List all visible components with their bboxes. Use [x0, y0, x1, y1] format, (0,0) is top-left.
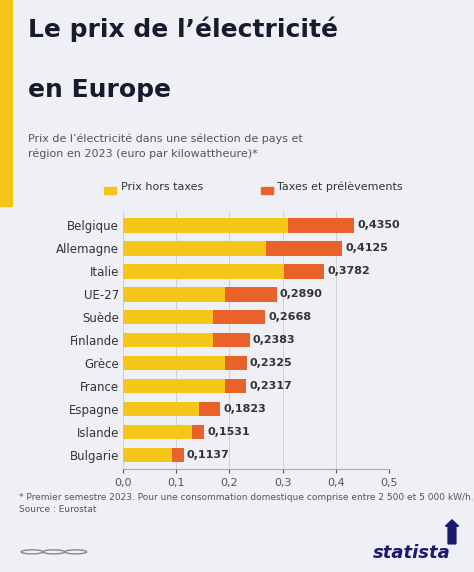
- Text: Le prix de l’électricité: Le prix de l’électricité: [28, 17, 338, 42]
- Bar: [199, 402, 220, 416]
- Bar: [261, 187, 273, 193]
- Text: 0,2668: 0,2668: [268, 312, 311, 323]
- Text: Prix de l’électricité dans une sélection de pays et
région en 2023 (euro par kil: Prix de l’électricité dans une sélection…: [28, 134, 303, 159]
- Bar: [104, 187, 116, 193]
- Text: 0,3782: 0,3782: [327, 267, 370, 276]
- Text: * Premier semestre 2023. Pour une consommation domestique comprise entre 2 500 e: * Premier semestre 2023. Pour une consom…: [19, 492, 474, 514]
- Bar: [192, 425, 204, 439]
- Bar: [123, 448, 172, 462]
- Bar: [265, 241, 343, 256]
- Text: 0,1823: 0,1823: [223, 404, 266, 414]
- Bar: [123, 241, 265, 256]
- Text: Prix hors taxes: Prix hors taxes: [121, 181, 203, 192]
- Text: Taxes et prélèvements: Taxes et prélèvements: [277, 181, 403, 192]
- Bar: [213, 333, 250, 347]
- Bar: [0, 0, 12, 206]
- Bar: [123, 379, 225, 394]
- Text: 0,2325: 0,2325: [250, 358, 292, 368]
- Bar: [123, 333, 213, 347]
- Bar: [225, 379, 246, 394]
- Bar: [225, 287, 277, 301]
- Bar: [283, 264, 324, 279]
- Text: 0,1531: 0,1531: [208, 427, 250, 437]
- Text: 0,2383: 0,2383: [253, 335, 296, 345]
- Text: 0,4350: 0,4350: [357, 220, 400, 231]
- Bar: [123, 287, 225, 301]
- Bar: [123, 264, 283, 279]
- Bar: [123, 356, 225, 371]
- Text: 0,4125: 0,4125: [346, 244, 388, 253]
- Text: 0,2317: 0,2317: [249, 382, 292, 391]
- Bar: [123, 219, 288, 233]
- Bar: [225, 356, 247, 371]
- Bar: [172, 448, 184, 462]
- Text: 0,2890: 0,2890: [280, 289, 323, 299]
- Bar: [123, 310, 213, 324]
- Text: en Europe: en Europe: [28, 78, 172, 102]
- FancyArrow shape: [446, 520, 458, 544]
- Text: 0,1137: 0,1137: [187, 450, 229, 460]
- Bar: [288, 219, 354, 233]
- Bar: [213, 310, 265, 324]
- Text: statista: statista: [373, 545, 451, 562]
- Bar: [123, 425, 192, 439]
- Bar: [123, 402, 199, 416]
